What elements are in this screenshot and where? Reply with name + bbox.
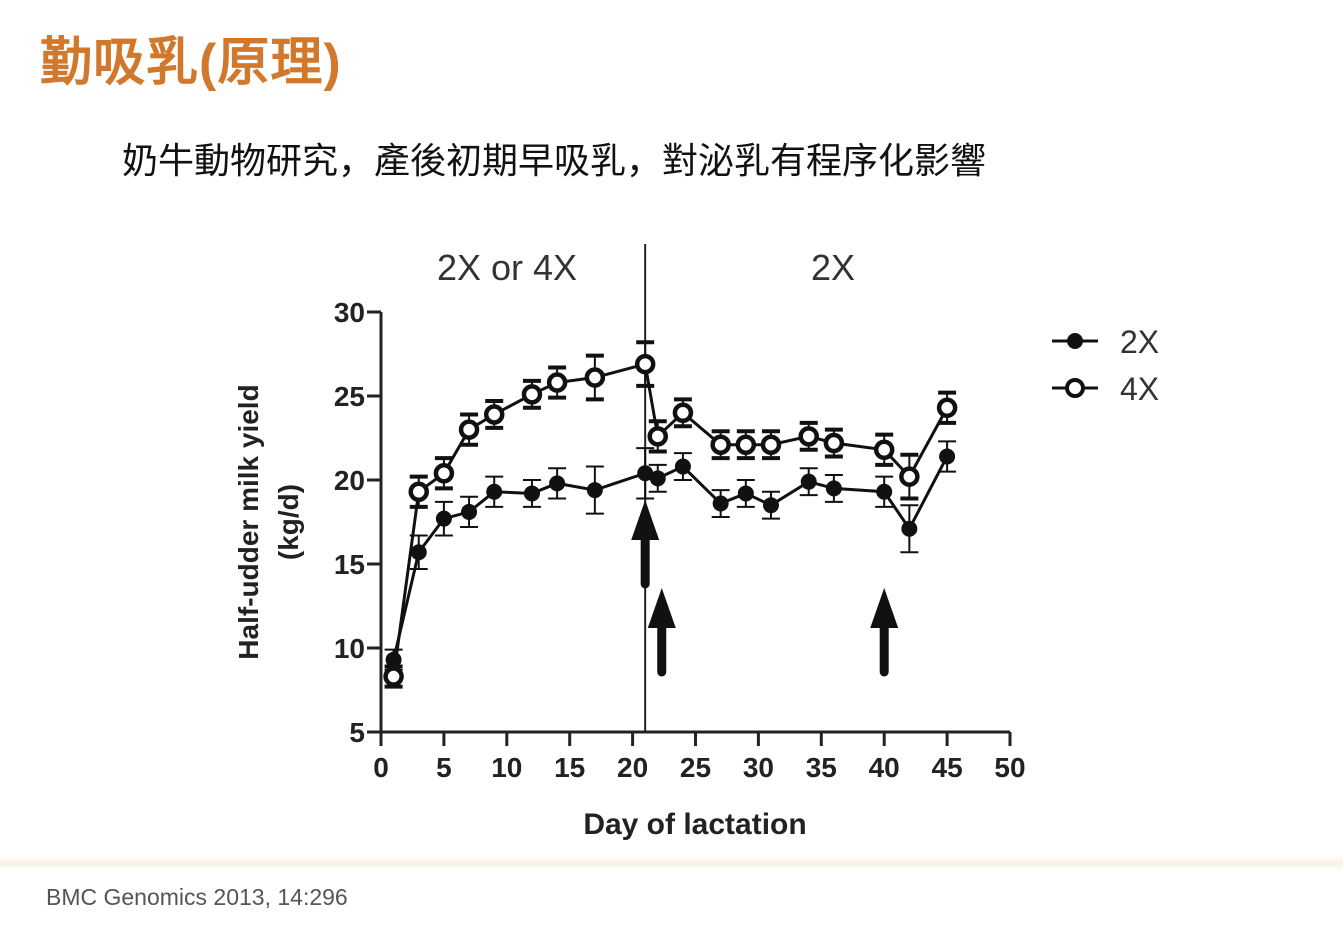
x-tick-label: 45	[932, 752, 963, 783]
legend-label-4x: 4X	[1120, 371, 1159, 407]
x-tick-label: 20	[617, 752, 648, 783]
data-point-4x	[823, 432, 845, 454]
data-point-2x	[461, 503, 478, 520]
legend-marker-2x	[1067, 333, 1083, 349]
slide-subtitle: 奶牛動物研究，產後初期早吸乳，對泌乳有程序化影響	[122, 140, 987, 181]
data-point-2x	[901, 520, 918, 537]
x-tick-label: 40	[869, 752, 900, 783]
y-axis-label: Half-udder milk yield	[233, 384, 264, 659]
data-point-2x	[549, 475, 566, 492]
data-point-4x	[634, 353, 656, 375]
phase-label-late: 2X	[811, 247, 855, 288]
legend-marker-4x	[1065, 378, 1085, 398]
data-point-4x	[735, 434, 757, 455]
data-point-2x	[637, 465, 654, 482]
x-tick-label: 25	[680, 752, 711, 783]
chart-marks	[383, 340, 958, 689]
data-point-4x	[546, 372, 568, 393]
legend-label-2x: 2X	[1120, 324, 1159, 360]
x-tick-label: 35	[806, 752, 837, 783]
data-point-4x	[798, 426, 819, 447]
data-point-4x	[936, 397, 958, 419]
y-tick-label: 15	[334, 549, 365, 580]
data-point-4x	[899, 466, 920, 487]
data-point-4x	[873, 439, 895, 461]
phase-label-early: 2X or 4X	[437, 247, 577, 288]
y-tick-label: 30	[334, 297, 365, 328]
legend: 2X 4X	[1052, 324, 1159, 407]
y-tick-label: 10	[334, 633, 365, 664]
data-point-2x	[825, 480, 842, 497]
data-point-4x	[672, 402, 694, 424]
data-point-4x	[383, 666, 404, 687]
data-point-2x	[486, 483, 503, 500]
event-arrow	[870, 588, 899, 677]
data-point-4x	[483, 404, 505, 425]
data-point-2x	[586, 482, 603, 499]
y-tick-label: 20	[334, 465, 365, 496]
data-point-2x	[410, 544, 427, 561]
data-point-2x	[435, 510, 452, 527]
data-point-4x	[760, 434, 782, 455]
data-point-2x	[800, 473, 817, 490]
data-point-4x	[433, 463, 455, 484]
x-tick-label: 0	[373, 752, 389, 783]
x-tick-label: 5	[436, 752, 452, 783]
citation: BMC Genomics 2013, 14:296	[46, 884, 348, 910]
data-point-2x	[523, 485, 540, 502]
x-tick-label: 50	[994, 752, 1025, 783]
data-point-4x	[458, 419, 480, 440]
footer-divider	[0, 856, 1343, 870]
event-arrow	[647, 588, 676, 677]
data-point-2x	[649, 470, 666, 487]
x-tick-label: 10	[491, 752, 522, 783]
data-point-2x	[712, 495, 729, 512]
data-point-2x	[762, 497, 779, 514]
data-point-2x	[737, 485, 754, 502]
event-arrow	[631, 500, 660, 589]
y-tick-label: 25	[334, 381, 365, 412]
y-axis-unit: (kg/d)	[273, 484, 304, 560]
data-point-2x	[876, 483, 893, 500]
data-point-4x	[710, 434, 731, 455]
y-tick-label: 5	[349, 717, 365, 748]
x-axis-label: Day of lactation	[583, 808, 806, 841]
slide-title: 勤吸乳(原理)	[40, 34, 342, 92]
x-tick-label: 15	[554, 752, 585, 783]
series-line-4x	[392, 362, 949, 677]
data-point-4x	[408, 481, 429, 503]
data-point-4x	[647, 426, 669, 447]
series-line-2x	[392, 455, 949, 661]
data-point-4x	[521, 384, 543, 405]
data-point-4x	[584, 367, 606, 388]
data-point-2x	[674, 458, 691, 475]
data-point-2x	[939, 448, 956, 465]
x-tick-label: 30	[743, 752, 774, 783]
